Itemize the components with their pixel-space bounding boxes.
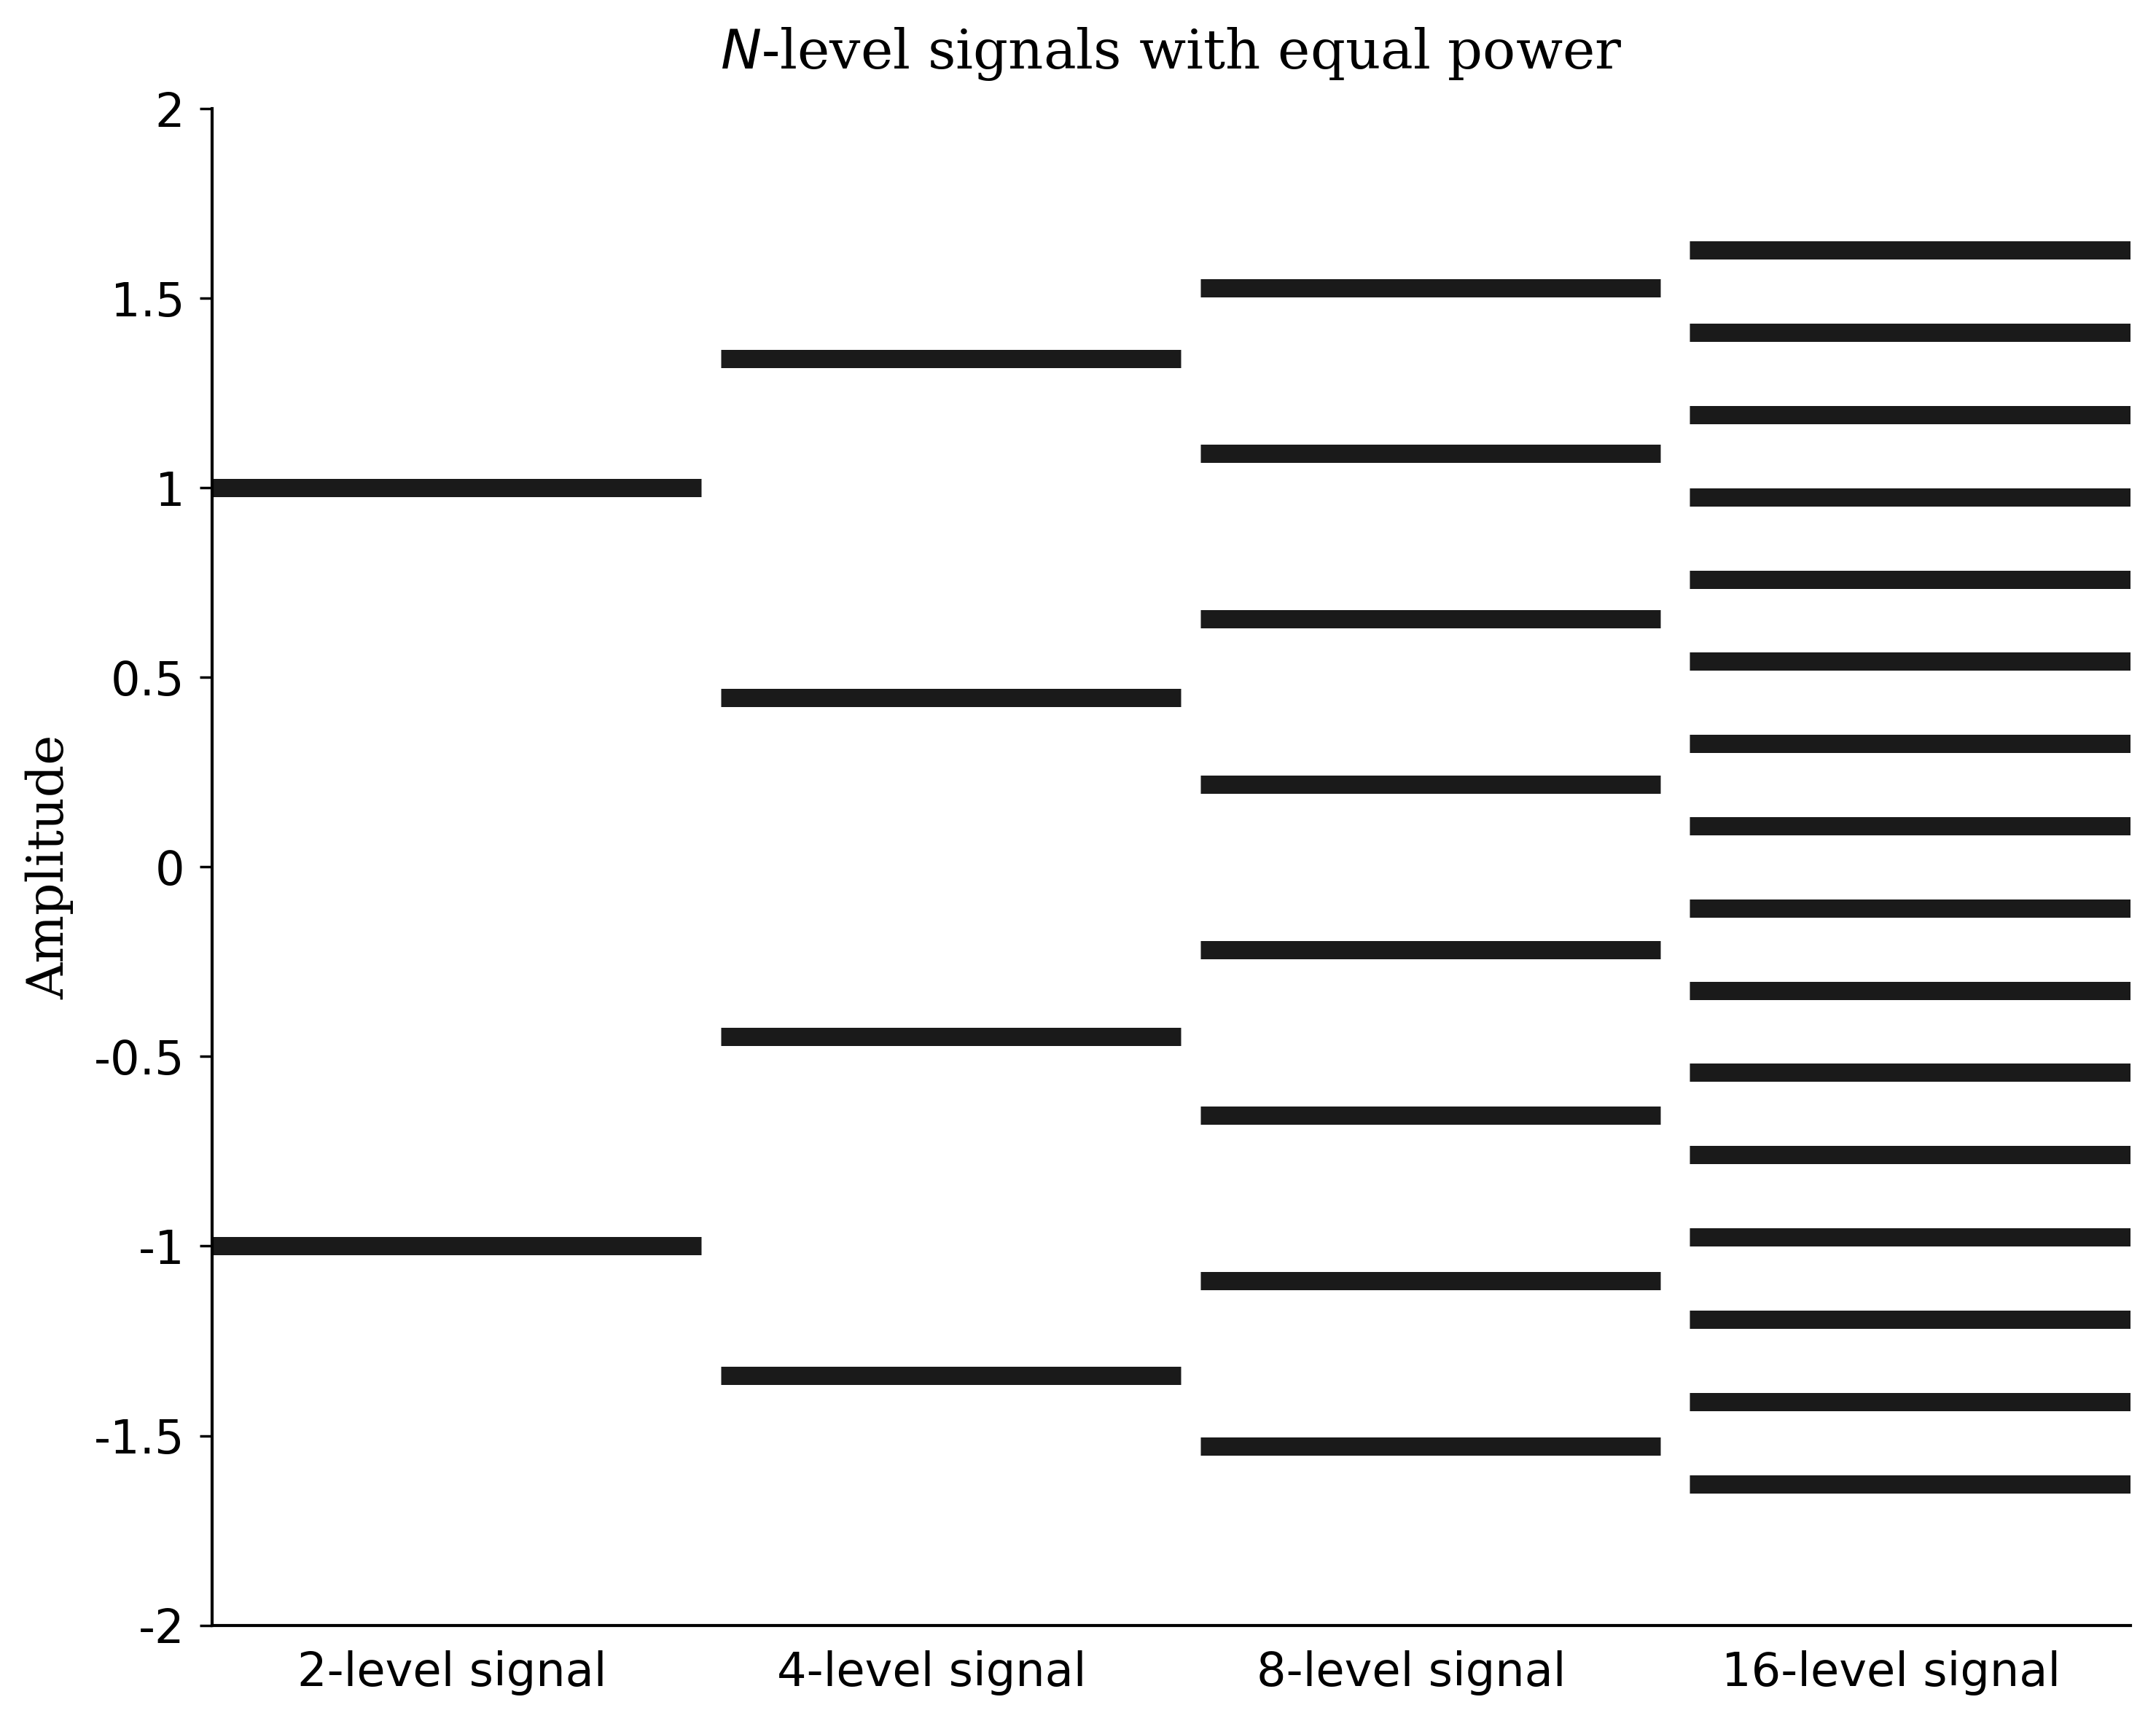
Y-axis label: Amplitude: Amplitude <box>26 735 73 1000</box>
Title: $\mathit{N}$-level signals with equal power: $\mathit{N}$-level signals with equal po… <box>720 26 1623 83</box>
